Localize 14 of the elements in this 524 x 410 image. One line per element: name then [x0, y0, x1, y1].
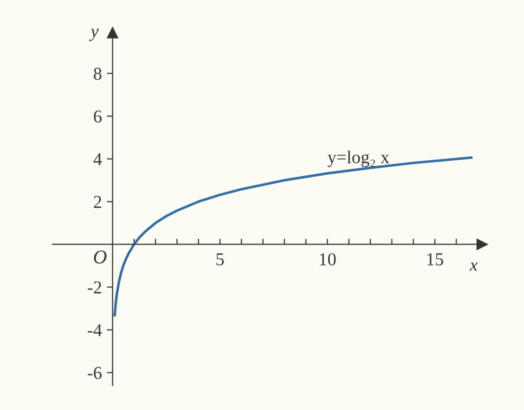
- annotation: O: [94, 250, 107, 264]
- series-label: y=log₂ x: [328, 150, 390, 167]
- y-tick-label: -4: [88, 324, 102, 336]
- x-axis-title: x: [470, 262, 478, 271]
- x-tick-label: 5: [216, 253, 224, 266]
- y-tick-label: 8: [94, 68, 102, 80]
- y-tick-label: 4: [93, 153, 102, 166]
- y-tick-label: 2: [94, 196, 102, 208]
- y-axis-title: y: [89, 28, 99, 41]
- x-tick-label: 10: [320, 253, 336, 266]
- y-tick-label: -2: [88, 281, 102, 294]
- y-tick-label: 6: [94, 110, 102, 123]
- y-tick-label: -6: [88, 366, 102, 380]
- x-tick-label: 15: [427, 253, 444, 266]
